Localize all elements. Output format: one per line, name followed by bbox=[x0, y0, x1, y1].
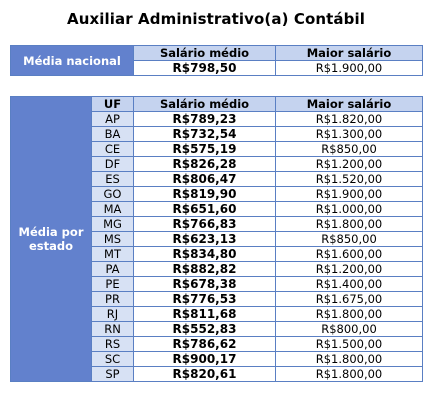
state-uf-cell: PE bbox=[91, 276, 134, 292]
state-max-cell: R$1.675,00 bbox=[275, 291, 423, 307]
state-header-row: Média por estado UF Salário médio Maior … bbox=[10, 96, 423, 382]
national-header-row: Média nacional Salário médio Maior salár… bbox=[10, 45, 423, 76]
state-max-cell: R$1.800,00 bbox=[275, 351, 423, 367]
page-title: Auxiliar Administrativo(a) Contábil bbox=[67, 10, 365, 28]
state-max-cell: R$1.900,00 bbox=[275, 186, 423, 202]
state-average-table: Média por estado UF Salário médio Maior … bbox=[10, 96, 423, 382]
state-salary-cell: R$575,19 bbox=[133, 141, 276, 157]
state-salary-cell: R$623,13 bbox=[133, 231, 276, 247]
state-salary-cell: R$882,82 bbox=[133, 261, 276, 277]
state-max-cell: R$850,00 bbox=[275, 141, 423, 157]
state-salary-cell: R$732,54 bbox=[133, 126, 276, 142]
state-salary-cell: R$900,17 bbox=[133, 351, 276, 367]
state-uf-cell: BA bbox=[91, 126, 134, 142]
state-salary-cell: R$834,80 bbox=[133, 246, 276, 262]
state-max-cell: R$850,00 bbox=[275, 231, 423, 247]
state-max-header: Maior salário bbox=[275, 96, 423, 112]
state-salary-cell: R$651,60 bbox=[133, 201, 276, 217]
state-max-cell: R$1.800,00 bbox=[275, 216, 423, 232]
state-max-cell: R$1.800,00 bbox=[275, 306, 423, 322]
state-max-cell: R$1.800,00 bbox=[275, 366, 423, 382]
state-uf-cell: GO bbox=[91, 186, 134, 202]
state-uf-cell: CE bbox=[91, 141, 134, 157]
table-row: CE R$575,19 R$850,00 bbox=[11, 141, 423, 157]
state-salary-cell: R$789,23 bbox=[133, 111, 276, 127]
state-uf-cell: SC bbox=[91, 351, 134, 367]
state-max-cell: R$1.200,00 bbox=[275, 261, 423, 277]
table-row: MS R$623,13 R$850,00 bbox=[11, 231, 423, 247]
state-salary-header: Salário médio bbox=[133, 96, 276, 112]
state-salary-cell: R$826,28 bbox=[133, 156, 276, 172]
table-row: MA R$651,60 R$1.000,00 bbox=[11, 201, 423, 217]
state-salary-cell: R$766,83 bbox=[133, 216, 276, 232]
table-row: RJ R$811,68 R$1.800,00 bbox=[11, 306, 423, 322]
national-salary-value: R$798,50 bbox=[133, 60, 276, 76]
state-uf-cell: DF bbox=[91, 156, 134, 172]
state-max-cell: R$800,00 bbox=[275, 321, 423, 337]
state-max-cell: R$1.200,00 bbox=[275, 156, 423, 172]
national-average-label: Média nacional bbox=[10, 45, 134, 76]
state-uf-cell: SP bbox=[91, 366, 134, 382]
table-row: RN R$552,83 R$800,00 bbox=[11, 321, 423, 337]
state-uf-cell: RJ bbox=[91, 306, 134, 322]
national-salary-header: Salário médio bbox=[133, 45, 276, 61]
state-max-cell: R$1.520,00 bbox=[275, 171, 423, 187]
table-row: SP R$820,61 R$1.800,00 bbox=[11, 366, 423, 382]
state-uf-cell: MA bbox=[91, 201, 134, 217]
state-max-cell: R$1.500,00 bbox=[275, 336, 423, 352]
state-uf-cell: RS bbox=[91, 336, 134, 352]
state-uf-cell: MS bbox=[91, 231, 134, 247]
table-row: BA R$732,54 R$1.300,00 bbox=[11, 126, 423, 142]
table-row: MT R$834,80 R$1.600,00 bbox=[11, 246, 423, 262]
national-max-header: Maior salário bbox=[275, 45, 423, 61]
table-row: PE R$678,38 R$1.400,00 bbox=[11, 276, 423, 292]
state-uf-cell: PR bbox=[91, 291, 134, 307]
table-row: AP R$789,23 R$1.820,00 bbox=[11, 111, 423, 127]
state-salary-cell: R$820,61 bbox=[133, 366, 276, 382]
state-uf-cell: RN bbox=[91, 321, 134, 337]
state-salary-cell: R$776,53 bbox=[133, 291, 276, 307]
state-salary-cell: R$678,38 bbox=[133, 276, 276, 292]
state-uf-cell: MT bbox=[91, 246, 134, 262]
table-row: MG R$766,83 R$1.800,00 bbox=[11, 216, 423, 232]
state-max-cell: R$1.820,00 bbox=[275, 111, 423, 127]
national-value-row: R$798,50 R$1.900,00 bbox=[11, 60, 423, 76]
table-row: RS R$786,62 R$1.500,00 bbox=[11, 336, 423, 352]
national-max-value: R$1.900,00 bbox=[275, 60, 423, 76]
state-salary-cell: R$811,68 bbox=[133, 306, 276, 322]
state-max-cell: R$1.300,00 bbox=[275, 126, 423, 142]
state-salary-cell: R$552,83 bbox=[133, 321, 276, 337]
state-max-cell: R$1.600,00 bbox=[275, 246, 423, 262]
table-row: SC R$900,17 R$1.800,00 bbox=[11, 351, 423, 367]
state-max-cell: R$1.400,00 bbox=[275, 276, 423, 292]
state-uf-cell: PA bbox=[91, 261, 134, 277]
state-salary-cell: R$806,47 bbox=[133, 171, 276, 187]
state-average-label: Média por estado bbox=[10, 96, 92, 382]
state-max-cell: R$1.000,00 bbox=[275, 201, 423, 217]
uf-header: UF bbox=[91, 96, 134, 112]
state-uf-cell: ES bbox=[91, 171, 134, 187]
national-average-table: Média nacional Salário médio Maior salár… bbox=[10, 45, 423, 76]
state-salary-cell: R$819,90 bbox=[133, 186, 276, 202]
state-uf-cell: MG bbox=[91, 216, 134, 232]
state-salary-cell: R$786,62 bbox=[133, 336, 276, 352]
state-uf-cell: AP bbox=[91, 111, 134, 127]
